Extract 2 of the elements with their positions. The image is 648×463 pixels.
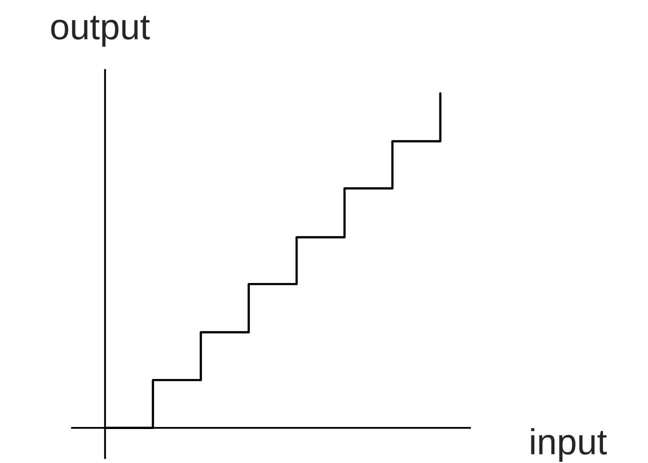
x-axis-title: input <box>531 428 607 462</box>
y-axis-title: output <box>51 16 150 47</box>
